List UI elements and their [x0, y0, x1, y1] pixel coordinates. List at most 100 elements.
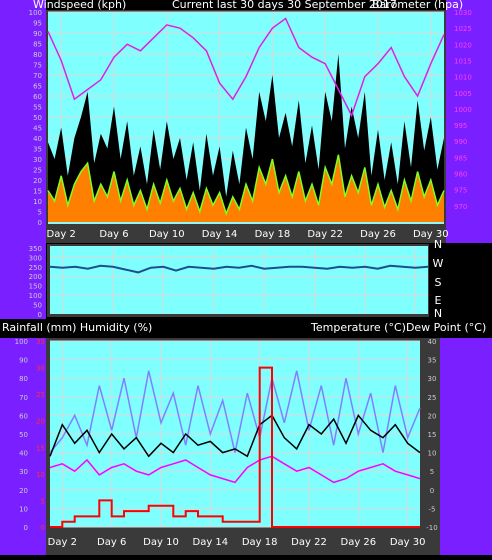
rainfall-tick-label: 15	[36, 444, 45, 452]
dir-plot-area	[50, 246, 428, 314]
humidity-tick-label: 0	[24, 524, 28, 532]
windspeed-tick-label: 65	[33, 83, 42, 91]
dir-grid-lines	[50, 246, 428, 314]
humidity-tick-label: 60	[19, 412, 28, 420]
humidity-tick-label: 10	[19, 505, 28, 513]
barometer-tick-label: 1030	[454, 9, 472, 17]
humidity-tick-label: 100	[15, 338, 28, 346]
left-purple-strip-bottom	[0, 338, 46, 555]
direction-tick-label: 200	[29, 273, 42, 281]
temperature-tick-label: -10	[426, 524, 437, 532]
temperature-tick-label: 20	[428, 412, 437, 420]
barometer-tick-label: 1025	[454, 25, 472, 33]
direction-series	[49, 264, 429, 274]
temperature-tick-label: 10	[428, 450, 437, 458]
direction-line	[49, 264, 429, 274]
windspeed-tick-label: 70	[33, 72, 42, 80]
temperature-tick-label: 35	[428, 357, 437, 365]
windspeed-tick-label: 100	[29, 9, 42, 17]
bottom-day-label: Day 2	[48, 537, 77, 548]
bottom-day-label: Day 10	[143, 537, 179, 548]
day-label: Day 6	[99, 229, 128, 240]
direction-tick-label: 100	[29, 292, 42, 300]
left-purple-strip-dir	[0, 243, 46, 319]
barometer-tick-label: 990	[454, 138, 467, 146]
bottom-day-labels: Day 2 Day 6 Day 10 Day 14 Day 18 Day 22 Day 26…	[48, 537, 426, 548]
windspeed-tick-label: 40	[33, 135, 42, 143]
barometer-tick-label: 1020	[454, 41, 472, 49]
direction-tick-label: 250	[29, 264, 42, 272]
barometer-tick-label: 975	[454, 187, 467, 195]
rain-temp-panel: 010203040506070809010005101520253035-10-…	[0, 321, 492, 555]
windspeed-tick-label: 10	[33, 198, 42, 206]
barometer-tick-label: 1005	[454, 90, 472, 98]
rainfall-tick-label: 30	[36, 365, 45, 373]
bottom-day-label: Day 26	[341, 537, 377, 548]
bottom-day-label: Day 6	[97, 537, 126, 548]
average-wind-line	[47, 154, 445, 216]
windspeed-tick-label: 95	[33, 20, 42, 28]
windspeed-tick-label: 55	[33, 104, 42, 112]
barometer-tick-label: 1010	[454, 74, 472, 82]
windspeed-axis-label: Windspeed (kph)	[33, 0, 126, 11]
day-label: Day 2	[47, 229, 76, 240]
cardinal-label: N	[434, 238, 442, 251]
day-label: Day 10	[149, 229, 185, 240]
day-label: Day 22	[307, 229, 343, 240]
barometer-tick-label: 970	[454, 203, 467, 211]
humidity-tick-label: 50	[19, 431, 28, 439]
temperature-line	[49, 370, 421, 454]
weather-series	[49, 366, 421, 528]
rain-humidity-axis-label: Rainfall (mm) Humidity (%)	[2, 321, 152, 334]
rainfall-tick-label: 5	[41, 497, 45, 505]
bottom-axis-ticks: 010203040506070809010005101520253035-10-…	[15, 338, 438, 532]
barometer-axis-label: Barometer (hpa)	[372, 0, 463, 11]
windspeed-tick-label: 85	[33, 41, 42, 49]
rainfall-tick-label: 25	[36, 391, 45, 399]
bottom-day-label: Day 14	[193, 537, 229, 548]
temperature-tick-label: 15	[428, 431, 437, 439]
bottom-day-label: Day 22	[291, 537, 327, 548]
windspeed-tick-label: 80	[33, 51, 42, 59]
windspeed-tick-label: 0	[38, 219, 42, 227]
humidity-tick-label: 30	[19, 468, 28, 476]
axis-ticks: 0510152025303540455055606570758085909510…	[29, 9, 472, 227]
cardinal-label: E	[435, 294, 442, 307]
direction-tick-label: 0	[38, 311, 42, 319]
temperature-tick-label: 25	[428, 394, 437, 402]
barometer-tick-label: 995	[454, 122, 467, 130]
windspeed-tick-label: 90	[33, 30, 42, 38]
day-label: Day 14	[202, 229, 238, 240]
barometer-tick-label: 985	[454, 154, 467, 162]
wind-series	[47, 17, 445, 222]
direction-tick-label: 350	[29, 245, 42, 253]
cardinal-label: W	[433, 257, 444, 270]
windspeed-tick-label: 15	[33, 188, 42, 196]
temperature-tick-label: -5	[429, 505, 436, 513]
windspeed-tick-label: 60	[33, 93, 42, 101]
humidity-tick-label: 40	[19, 450, 28, 458]
rainfall-tick-label: 10	[36, 471, 45, 479]
wind-barometer-panel: 0510152025303540455055606570758085909510…	[0, 0, 492, 243]
gust-area	[48, 54, 444, 222]
bottom-day-label: Day 30	[390, 537, 426, 548]
temperature-tick-label: 40	[428, 338, 437, 346]
temperature-axis-label: Temperature (°C)Dew Point (°C)	[310, 321, 486, 334]
cardinal-label: N	[434, 307, 442, 320]
humidity-line	[49, 413, 421, 458]
windspeed-tick-label: 20	[33, 177, 42, 185]
humidity-tick-label: 80	[19, 375, 28, 383]
windspeed-tick-label: 75	[33, 62, 42, 70]
humidity-tick-label: 90	[19, 357, 28, 365]
day-labels: Day 2 Day 6 Day 10 Day 14 Day 18 Day 22 Day 26…	[47, 229, 449, 240]
right-purple-strip-bottom	[440, 338, 492, 555]
day-label: Day 26	[360, 229, 396, 240]
direction-tick-label: 300	[29, 254, 42, 262]
windspeed-tick-label: 30	[33, 156, 42, 164]
rainfall-tick-label: 0	[41, 524, 45, 532]
bottom-day-label: Day 18	[242, 537, 278, 548]
